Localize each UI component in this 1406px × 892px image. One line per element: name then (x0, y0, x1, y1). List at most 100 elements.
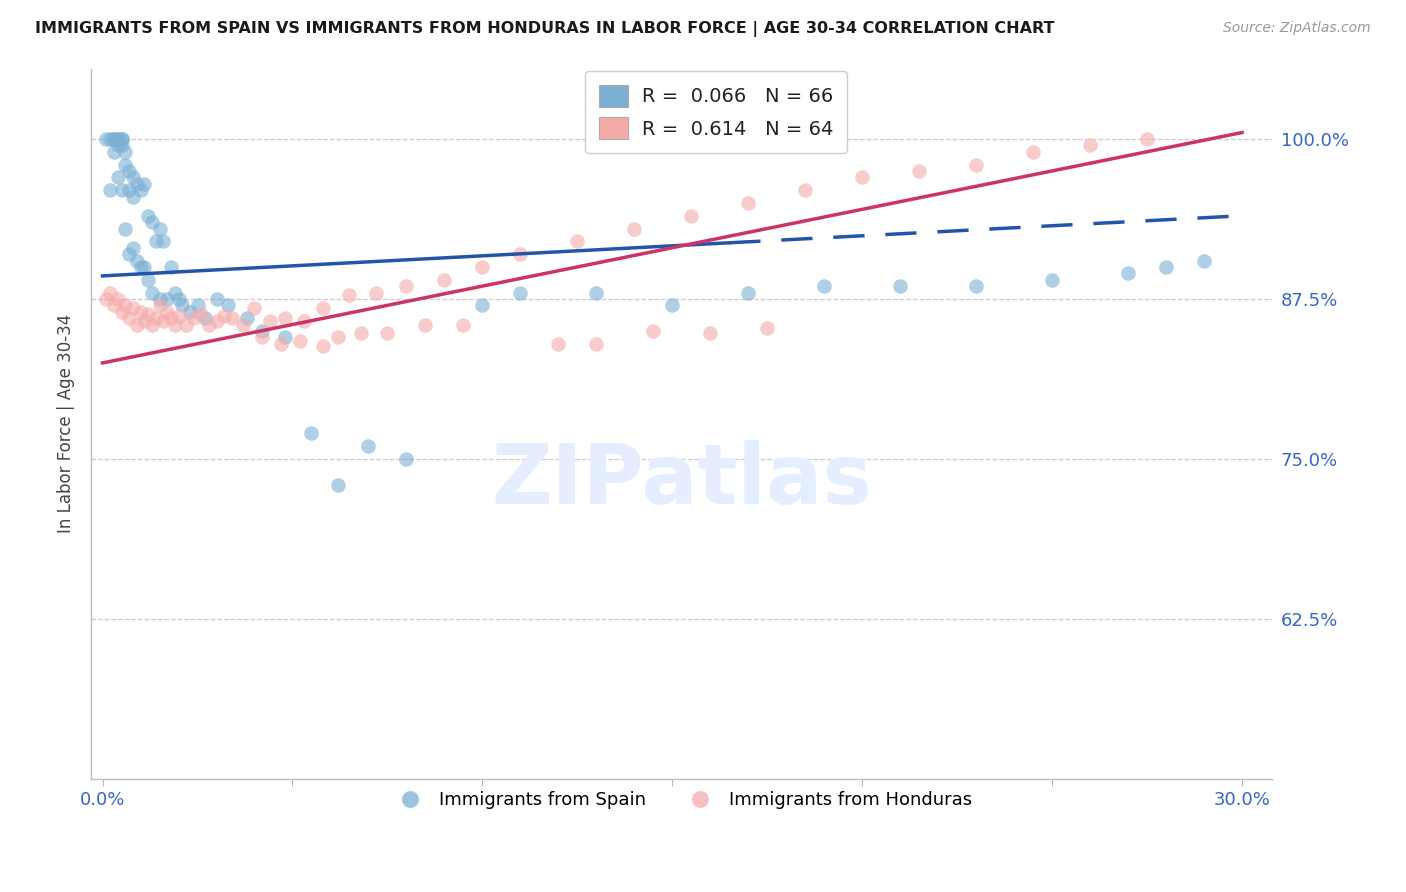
Point (163, 318, 186, 332)
Point (585, 285, 607, 300)
Point (148, 292, 170, 306)
Point (471, 260, 494, 274)
Point (183, 311, 205, 326)
Point (395, 279, 418, 293)
Point (141, 285, 163, 300)
Point (160, 311, 183, 326)
Point (129, 183, 152, 197)
Point (643, 324, 665, 338)
Point (221, 311, 243, 326)
Point (205, 314, 228, 328)
Point (681, 209, 703, 223)
Point (471, 298, 494, 312)
Point (794, 183, 817, 197)
Point (110, 132, 132, 146)
Point (118, 247, 141, 261)
Point (186, 298, 208, 312)
Point (326, 477, 349, 491)
Point (152, 235, 174, 249)
Point (737, 285, 759, 300)
Point (274, 311, 297, 326)
Point (274, 330, 297, 344)
Point (1136, 132, 1159, 146)
Point (134, 177, 156, 191)
Point (174, 318, 197, 332)
Point (107, 170, 129, 185)
Point (270, 336, 292, 351)
Point (232, 318, 254, 332)
Point (167, 292, 190, 306)
Point (118, 164, 141, 178)
Point (110, 304, 132, 318)
Point (167, 309, 190, 323)
Point (326, 330, 349, 344)
Point (292, 314, 315, 328)
Point (114, 298, 136, 312)
Point (357, 439, 380, 453)
Point (756, 321, 779, 335)
Point (312, 339, 335, 353)
Point (160, 260, 183, 274)
Point (141, 318, 163, 332)
Point (118, 183, 141, 197)
Point (96, 292, 118, 306)
Point (129, 260, 152, 274)
Point (125, 318, 148, 332)
Point (1022, 145, 1045, 159)
Point (453, 318, 475, 332)
Point (205, 292, 228, 306)
Point (136, 209, 159, 223)
Point (103, 298, 125, 312)
Point (122, 301, 145, 315)
Point (110, 183, 132, 197)
Point (114, 157, 136, 171)
Point (107, 132, 129, 146)
Point (103, 132, 125, 146)
Point (98, 132, 121, 146)
Point (1116, 266, 1139, 280)
Point (148, 298, 170, 312)
Point (250, 330, 273, 344)
Point (301, 426, 323, 441)
Point (136, 307, 159, 321)
Point (889, 279, 911, 293)
Point (145, 311, 167, 326)
Point (851, 170, 873, 185)
Point (190, 307, 212, 321)
Point (433, 273, 456, 287)
Point (179, 304, 201, 318)
Point (114, 145, 136, 159)
Point (156, 292, 179, 306)
Point (145, 235, 167, 249)
Point (243, 301, 266, 315)
Point (136, 273, 159, 287)
Point (98, 285, 121, 300)
Point (96, 132, 118, 146)
Point (110, 132, 132, 146)
Point (339, 288, 361, 302)
Point (217, 298, 239, 312)
Point (1154, 260, 1177, 274)
Point (965, 279, 987, 293)
Point (125, 253, 148, 268)
Point (103, 132, 125, 146)
Point (350, 326, 373, 341)
Point (114, 221, 136, 235)
Point (236, 311, 259, 326)
Point (699, 326, 721, 341)
Point (148, 221, 170, 235)
Point (250, 324, 273, 338)
Point (134, 260, 156, 274)
Point (737, 195, 759, 210)
Point (509, 285, 531, 300)
Point (259, 314, 281, 328)
Point (212, 309, 235, 323)
Text: ZIPatlas: ZIPatlas (491, 440, 872, 521)
Y-axis label: In Labor Force | Age 30-34: In Labor Force | Age 30-34 (58, 314, 75, 533)
Point (110, 138, 132, 153)
Point (1078, 138, 1101, 153)
Point (118, 311, 141, 326)
Point (122, 189, 145, 203)
Point (377, 326, 399, 341)
Point (129, 304, 152, 318)
